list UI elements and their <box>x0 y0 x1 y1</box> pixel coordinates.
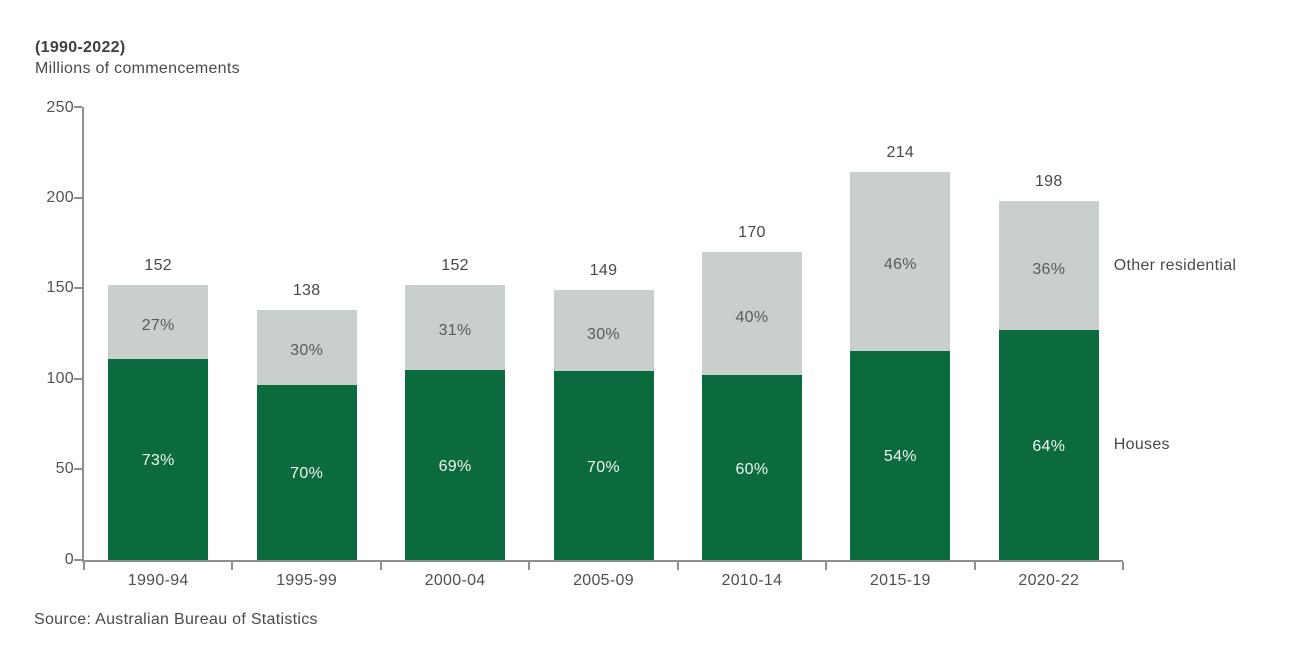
bar-total-label: 152 <box>144 256 173 274</box>
x-axis-tick <box>379 562 382 570</box>
x-axis-tick <box>231 562 234 570</box>
x-axis-category-label: 1990-94 <box>127 572 189 589</box>
x-axis-line <box>82 560 1123 562</box>
pct-label-houses: 64% <box>1032 438 1066 456</box>
legend-label-houses: Houses <box>1113 436 1170 454</box>
bar-segment-other-residential <box>405 284 506 370</box>
bar-segment-houses <box>108 358 209 560</box>
y-axis-label: 250 <box>46 99 74 116</box>
bar-segment-other-residential <box>553 290 654 371</box>
bar-segment-other-residential <box>108 284 209 359</box>
x-axis-tick <box>825 562 828 570</box>
y-axis-label: 200 <box>46 188 74 206</box>
bar-total-label: 170 <box>738 223 766 241</box>
y-axis-label: 50 <box>55 460 74 478</box>
pct-label-houses: 69% <box>438 457 472 475</box>
x-axis-category-label: 2000-04 <box>424 572 486 589</box>
pct-label-other-residential: 30% <box>587 325 620 343</box>
pct-label-houses: 73% <box>141 452 175 470</box>
y-axis-tick <box>74 106 82 108</box>
bar-total-label: 149 <box>589 262 618 279</box>
bar-segment-houses <box>701 375 802 560</box>
x-axis-category-label: 2005-09 <box>573 572 634 589</box>
x-axis-tick <box>528 562 531 570</box>
bar-total-label: 152 <box>441 256 469 274</box>
x-axis-category-label: 2015-19 <box>869 572 931 589</box>
pct-label-houses: 54% <box>883 448 917 466</box>
y-axis-tick <box>74 468 82 471</box>
bar-segment-other-residential <box>701 251 802 376</box>
bar-segment-other-residential <box>998 201 1099 331</box>
x-axis-tick <box>83 562 85 570</box>
pct-label-other-residential: 46% <box>883 256 917 274</box>
bar-segment-other-residential <box>850 172 951 351</box>
y-axis-tick <box>74 377 82 380</box>
y-axis-label: 150 <box>46 279 74 297</box>
bar-segment-houses <box>256 384 357 560</box>
y-axis-label: 0 <box>64 551 74 568</box>
pct-label-other-residential: 40% <box>735 308 769 326</box>
y-axis-tick <box>74 559 82 561</box>
y-axis-label: 100 <box>46 369 74 387</box>
x-axis-tick <box>1122 562 1124 570</box>
x-axis-category-label: 1995-99 <box>276 572 338 589</box>
bar-segment-houses <box>998 330 1099 560</box>
pct-label-other-residential: 31% <box>438 322 472 340</box>
x-axis-category-label: 2010-14 <box>721 572 783 589</box>
pct-label-houses: 70% <box>587 458 620 476</box>
bar-segment-houses <box>553 371 654 560</box>
bar-total-label: 198 <box>1034 173 1063 191</box>
bar-total-label: 138 <box>292 281 321 299</box>
pct-label-other-residential: 36% <box>1032 260 1066 278</box>
pct-label-houses: 60% <box>735 460 769 478</box>
y-axis-tick <box>74 287 82 290</box>
pct-label-houses: 70% <box>290 465 324 483</box>
pct-label-other-residential: 30% <box>290 342 324 360</box>
source-note: Source: Australian Bureau of Statistics <box>34 611 318 628</box>
pct-label-other-residential: 27% <box>141 316 175 334</box>
bar-segment-houses <box>405 369 506 560</box>
y-axis-line <box>82 107 84 562</box>
bar-total-label: 214 <box>886 144 915 162</box>
x-axis-tick <box>676 562 679 570</box>
legend-label-other-residential: Other residential <box>1113 256 1237 274</box>
y-axis-tick <box>74 196 82 199</box>
chart-title: (1990-2022) <box>35 39 126 56</box>
x-axis-tick <box>973 562 976 570</box>
bar-segment-houses <box>850 350 951 560</box>
chart-subtitle: Millions of commencements <box>35 60 240 77</box>
x-axis-category-label: 2020-22 <box>1018 572 1080 589</box>
bar-segment-other-residential <box>256 309 357 385</box>
